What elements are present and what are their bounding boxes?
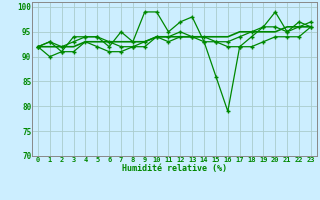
- X-axis label: Humidité relative (%): Humidité relative (%): [122, 164, 227, 173]
